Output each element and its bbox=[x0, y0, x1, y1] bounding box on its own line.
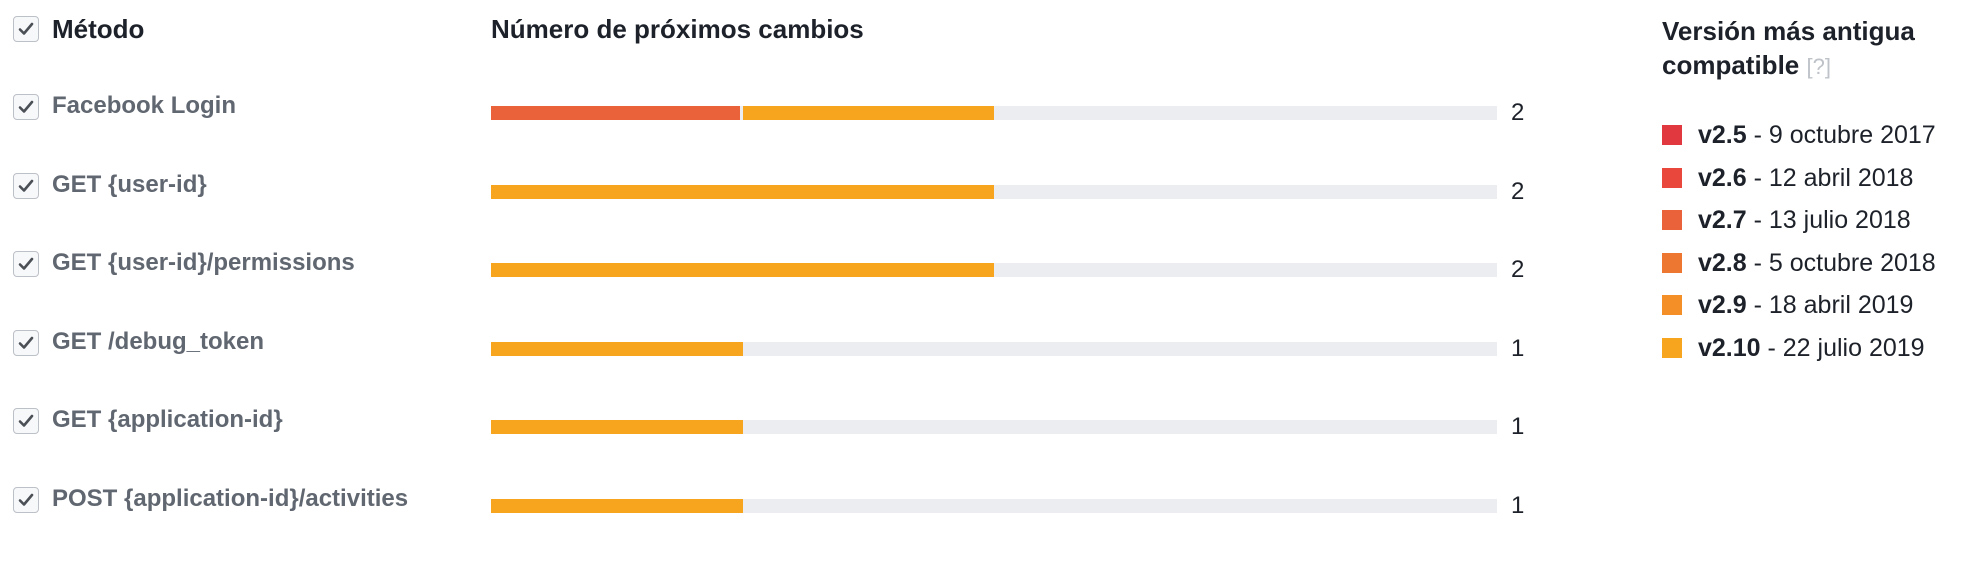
legend-item: v2.7 - 13 julio 2018 bbox=[1662, 206, 1911, 235]
legend-title: Versión más antigua compatible [?] bbox=[1662, 14, 1915, 84]
change-count: 1 bbox=[1511, 491, 1525, 519]
legend-swatch bbox=[1662, 125, 1682, 145]
method-label: POST {application-id}/activities bbox=[52, 484, 409, 512]
bar-track bbox=[491, 106, 1497, 120]
check-icon bbox=[18, 100, 34, 113]
row-checkbox[interactable] bbox=[13, 408, 39, 434]
check-icon bbox=[18, 414, 34, 427]
check-icon bbox=[18, 493, 34, 506]
row-checkbox[interactable] bbox=[13, 94, 39, 120]
legend-swatch bbox=[1662, 167, 1682, 188]
row-checkbox[interactable] bbox=[13, 251, 39, 277]
method-label: GET {user-id} bbox=[52, 170, 207, 198]
legend-date: 18 abril 2019 bbox=[1768, 291, 1914, 319]
legend-swatch bbox=[1662, 252, 1682, 273]
legend-version: v2.7 bbox=[1698, 206, 1747, 234]
legend-separator: - bbox=[1746, 121, 1769, 149]
legend-version: v2.5 bbox=[1698, 121, 1747, 149]
check-icon bbox=[18, 257, 34, 270]
method-column-header: Método bbox=[52, 14, 145, 44]
bar-segment-v2-7[interactable] bbox=[491, 106, 740, 120]
legend-date: 9 octubre 2017 bbox=[1768, 121, 1936, 149]
legend-date: 22 julio 2019 bbox=[1782, 333, 1925, 362]
legend-separator: - bbox=[1746, 291, 1769, 319]
count-column-header: Número de próximos cambios bbox=[491, 14, 864, 44]
change-count: 2 bbox=[1511, 99, 1525, 126]
method-label: Facebook Login bbox=[52, 92, 237, 119]
legend-date: 5 octubre 2018 bbox=[1768, 248, 1936, 277]
legend-title-line2-text: compatible bbox=[1662, 50, 1800, 80]
change-count: 2 bbox=[1511, 256, 1525, 283]
legend-separator: - bbox=[1746, 206, 1769, 234]
legend-item: v2.9 - 18 abril 2019 bbox=[1662, 291, 1913, 320]
legend-separator: - bbox=[1760, 333, 1783, 362]
bar-segment-v2-10[interactable] bbox=[491, 263, 994, 277]
method-label: GET {user-id}/permissions bbox=[52, 249, 355, 276]
legend-item: v2.8 - 5 octubre 2018 bbox=[1662, 249, 1936, 278]
row-checkbox[interactable] bbox=[13, 329, 39, 356]
bar-track bbox=[491, 341, 1497, 356]
bar-track bbox=[491, 498, 1497, 513]
legend-title-line1: Versión más antigua bbox=[1662, 16, 1915, 46]
method-label: GET /debug_token bbox=[52, 327, 265, 355]
bar-segment-v2-10[interactable] bbox=[491, 498, 743, 513]
legend-version: v2.6 bbox=[1698, 163, 1747, 192]
legend-version: v2.8 bbox=[1698, 248, 1747, 277]
change-count: 1 bbox=[1511, 413, 1525, 440]
bar-track bbox=[491, 420, 1497, 434]
change-count: 1 bbox=[1511, 334, 1525, 362]
legend-swatch bbox=[1662, 295, 1682, 315]
legend-item: v2.6 - 12 abril 2018 bbox=[1662, 164, 1913, 193]
legend-separator: - bbox=[1746, 163, 1769, 192]
row-checkbox[interactable] bbox=[13, 172, 39, 199]
legend-item: v2.10 - 22 julio 2019 bbox=[1662, 334, 1925, 363]
legend-date: 13 julio 2018 bbox=[1768, 206, 1911, 234]
change-count: 2 bbox=[1511, 177, 1525, 205]
bar-segment-v2-10[interactable] bbox=[742, 106, 994, 120]
bar-segment-v2-10[interactable] bbox=[491, 420, 743, 434]
select-all-checkbox[interactable] bbox=[13, 16, 39, 42]
check-icon bbox=[18, 336, 34, 349]
method-label: GET {application-id} bbox=[52, 406, 283, 433]
legend-version: v2.9 bbox=[1698, 291, 1747, 319]
bar-track bbox=[491, 184, 1497, 199]
legend-version: v2.10 bbox=[1698, 333, 1761, 362]
legend-title-line2: compatible [?] bbox=[1662, 48, 1915, 84]
bar-segment-v2-10[interactable] bbox=[491, 341, 743, 356]
legend-separator: - bbox=[1746, 248, 1769, 277]
help-link[interactable]: [?] bbox=[1806, 54, 1831, 79]
bar-segment-v2-10[interactable] bbox=[491, 184, 994, 199]
row-checkbox[interactable] bbox=[13, 486, 39, 513]
legend-swatch bbox=[1662, 210, 1682, 230]
bar-track bbox=[491, 263, 1497, 277]
check-icon bbox=[18, 22, 34, 35]
check-icon bbox=[18, 179, 34, 192]
legend-swatch bbox=[1662, 337, 1682, 358]
legend-item: v2.5 - 9 octubre 2017 bbox=[1662, 121, 1936, 150]
legend-date: 12 abril 2018 bbox=[1768, 163, 1914, 192]
